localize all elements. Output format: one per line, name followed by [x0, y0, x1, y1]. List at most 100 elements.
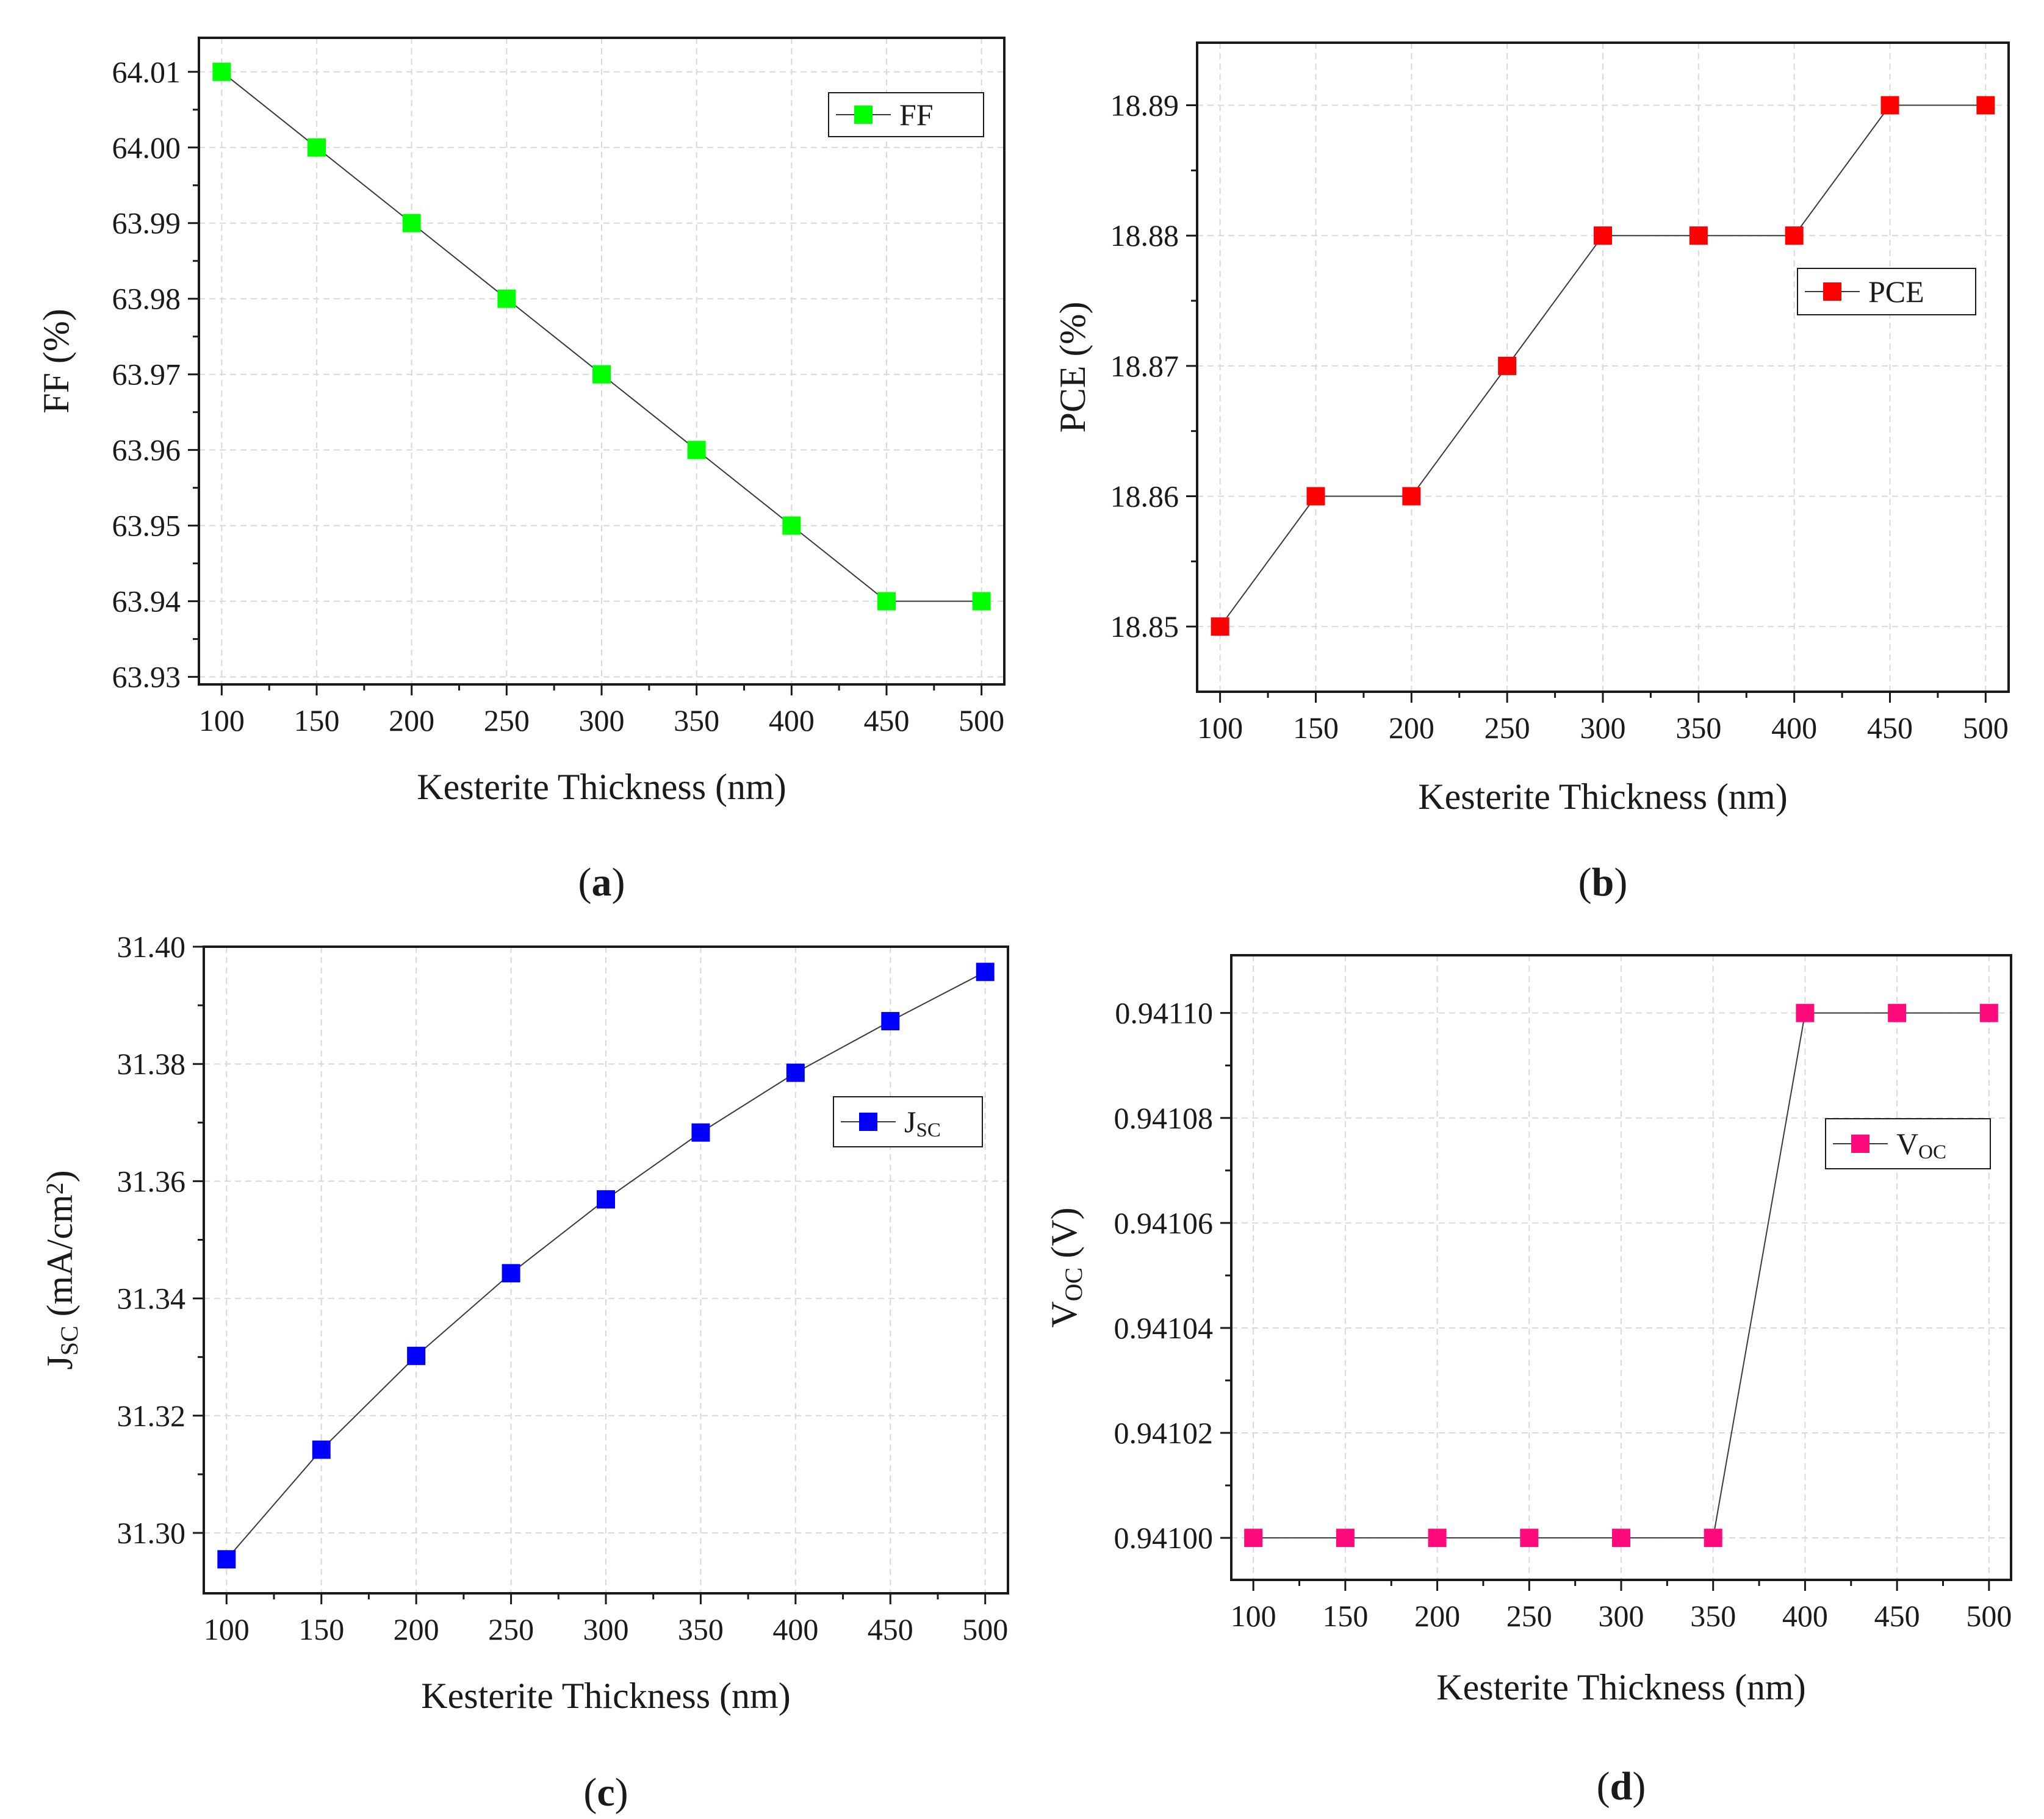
data-point-a	[972, 592, 991, 611]
x-tick-label: 250	[484, 703, 530, 737]
data-point-d	[1979, 1003, 1998, 1022]
y-tick-label: 64.00	[112, 131, 181, 165]
legend-c: JSC	[833, 1096, 983, 1147]
data-point-d	[1888, 1003, 1907, 1022]
panel-label-b: (b)	[1578, 860, 1628, 905]
data-point-a	[687, 440, 706, 459]
y-tick-label: 31.40	[117, 930, 186, 964]
data-point-a	[402, 213, 421, 232]
chart-panel-b: 100 150 200 250 300 350 400 450 500 18.85 18.86 18.…	[1053, 41, 2010, 905]
x-tick-label: 150	[298, 1612, 344, 1646]
data-point-d	[1796, 1003, 1815, 1022]
data-point-b	[1689, 226, 1708, 245]
y-tick-label: 0.94100	[1114, 1521, 1214, 1555]
x-tick-label: 400	[769, 703, 815, 737]
data-point-b	[1594, 226, 1612, 245]
legend-marker	[1823, 282, 1841, 301]
x-tick-label: 400	[772, 1612, 818, 1646]
data-point-d	[1244, 1529, 1263, 1548]
x-tick-label: 450	[1874, 1599, 1920, 1633]
x-tick-label: 100	[199, 703, 245, 737]
y-tick-label: 31.36	[117, 1164, 186, 1198]
panel-label-d: (d)	[1597, 1764, 1646, 1809]
legend-marker	[859, 1113, 877, 1131]
legend-marker	[854, 106, 873, 124]
data-point-a	[877, 592, 896, 611]
data-point-a	[212, 62, 231, 81]
y-tick-label: 31.30	[117, 1516, 186, 1550]
legend-label: JSC	[904, 1105, 941, 1141]
x-tick-label: 100	[204, 1612, 250, 1646]
x-axis-title: Kesterite Thickness (nm)	[417, 767, 786, 807]
data-point-c	[691, 1123, 710, 1142]
y-tick-label: 18.88	[1110, 218, 1179, 253]
x-tick-label: 350	[678, 1612, 724, 1646]
panel-label-a: (a)	[578, 860, 625, 905]
data-point-c	[502, 1264, 520, 1283]
x-tick-label: 300	[1580, 711, 1626, 745]
x-tick-label: 500	[959, 703, 1004, 737]
data-point-a	[308, 138, 326, 157]
x-tick-label: 250	[1484, 711, 1530, 745]
y-tick-label: 31.34	[117, 1282, 186, 1316]
data-point-d	[1428, 1529, 1447, 1548]
data-point-d	[1612, 1529, 1630, 1548]
x-tick-label: 250	[1506, 1599, 1552, 1633]
x-tick-label: 450	[863, 703, 909, 737]
y-tick-label: 0.94108	[1114, 1101, 1214, 1135]
chart-panel-a: 100 150 200 250 300 350 400 450 500 63.93 63.94 63.…	[36, 37, 1006, 905]
x-tick-label: 500	[1966, 1599, 2012, 1633]
data-point-c	[976, 963, 995, 981]
y-tick-label: 63.97	[112, 357, 181, 392]
x-tick-label: 350	[1675, 711, 1721, 745]
data-point-c	[881, 1012, 900, 1031]
data-point-c	[597, 1190, 615, 1209]
data-point-b	[1880, 96, 1899, 115]
y-tick-label: 63.98	[112, 282, 181, 316]
series-line-a	[221, 71, 982, 602]
x-tick-label: 100	[1197, 711, 1243, 745]
data-point-c	[407, 1346, 426, 1365]
y-tick-label: 18.86	[1110, 479, 1179, 514]
x-axis-title: Kesterite Thickness (nm)	[1418, 777, 1787, 817]
y-tick-label: 31.38	[117, 1047, 186, 1081]
y-axis-title: PCE (%)	[1053, 302, 1093, 433]
data-point-c	[786, 1063, 805, 1082]
data-point-b	[1211, 617, 1229, 636]
x-tick-label: 450	[1867, 711, 1913, 745]
x-tick-label: 300	[583, 1612, 629, 1646]
data-point-b	[1498, 356, 1517, 375]
y-tick-label: 63.96	[112, 433, 181, 467]
x-tick-label: 350	[1690, 1599, 1736, 1633]
x-tick-label: 500	[962, 1612, 1008, 1646]
y-tick-label: 63.95	[112, 509, 181, 543]
x-tick-label: 150	[1293, 711, 1339, 745]
x-tick-label: 450	[868, 1612, 913, 1646]
y-axis-title: JSC (mA/cm2)	[40, 1170, 83, 1369]
x-tick-label: 200	[389, 703, 434, 737]
y-axis-title: FF (%)	[36, 309, 76, 414]
data-point-d	[1520, 1529, 1539, 1548]
x-tick-label: 100	[1231, 1599, 1276, 1633]
x-tick-label: 300	[1599, 1599, 1644, 1633]
x-tick-label: 200	[1389, 711, 1434, 745]
legend-a: FF	[828, 92, 984, 137]
y-tick-label: 64.01	[112, 55, 181, 89]
data-point-a	[497, 289, 516, 308]
y-tick-label: 18.87	[1110, 349, 1179, 383]
data-point-b	[1785, 226, 1804, 245]
y-tick-label: 31.32	[117, 1399, 186, 1433]
legend-label: VOC	[1896, 1127, 1946, 1163]
legend-label: FF	[899, 98, 934, 132]
x-axis-title: Kesterite Thickness (nm)	[1436, 1667, 1805, 1707]
data-point-a	[782, 516, 801, 535]
x-tick-label: 150	[294, 703, 340, 737]
data-point-b	[1402, 487, 1421, 506]
data-point-c	[312, 1440, 331, 1459]
data-point-b	[1306, 487, 1325, 506]
legend-label: PCE	[1868, 274, 1924, 309]
chart-panel-d: 100 150 200 250 300 350 400 450 500 0.94100 0.9410…	[1044, 954, 2012, 1809]
x-tick-label: 250	[488, 1612, 534, 1646]
x-tick-label: 300	[579, 703, 625, 737]
